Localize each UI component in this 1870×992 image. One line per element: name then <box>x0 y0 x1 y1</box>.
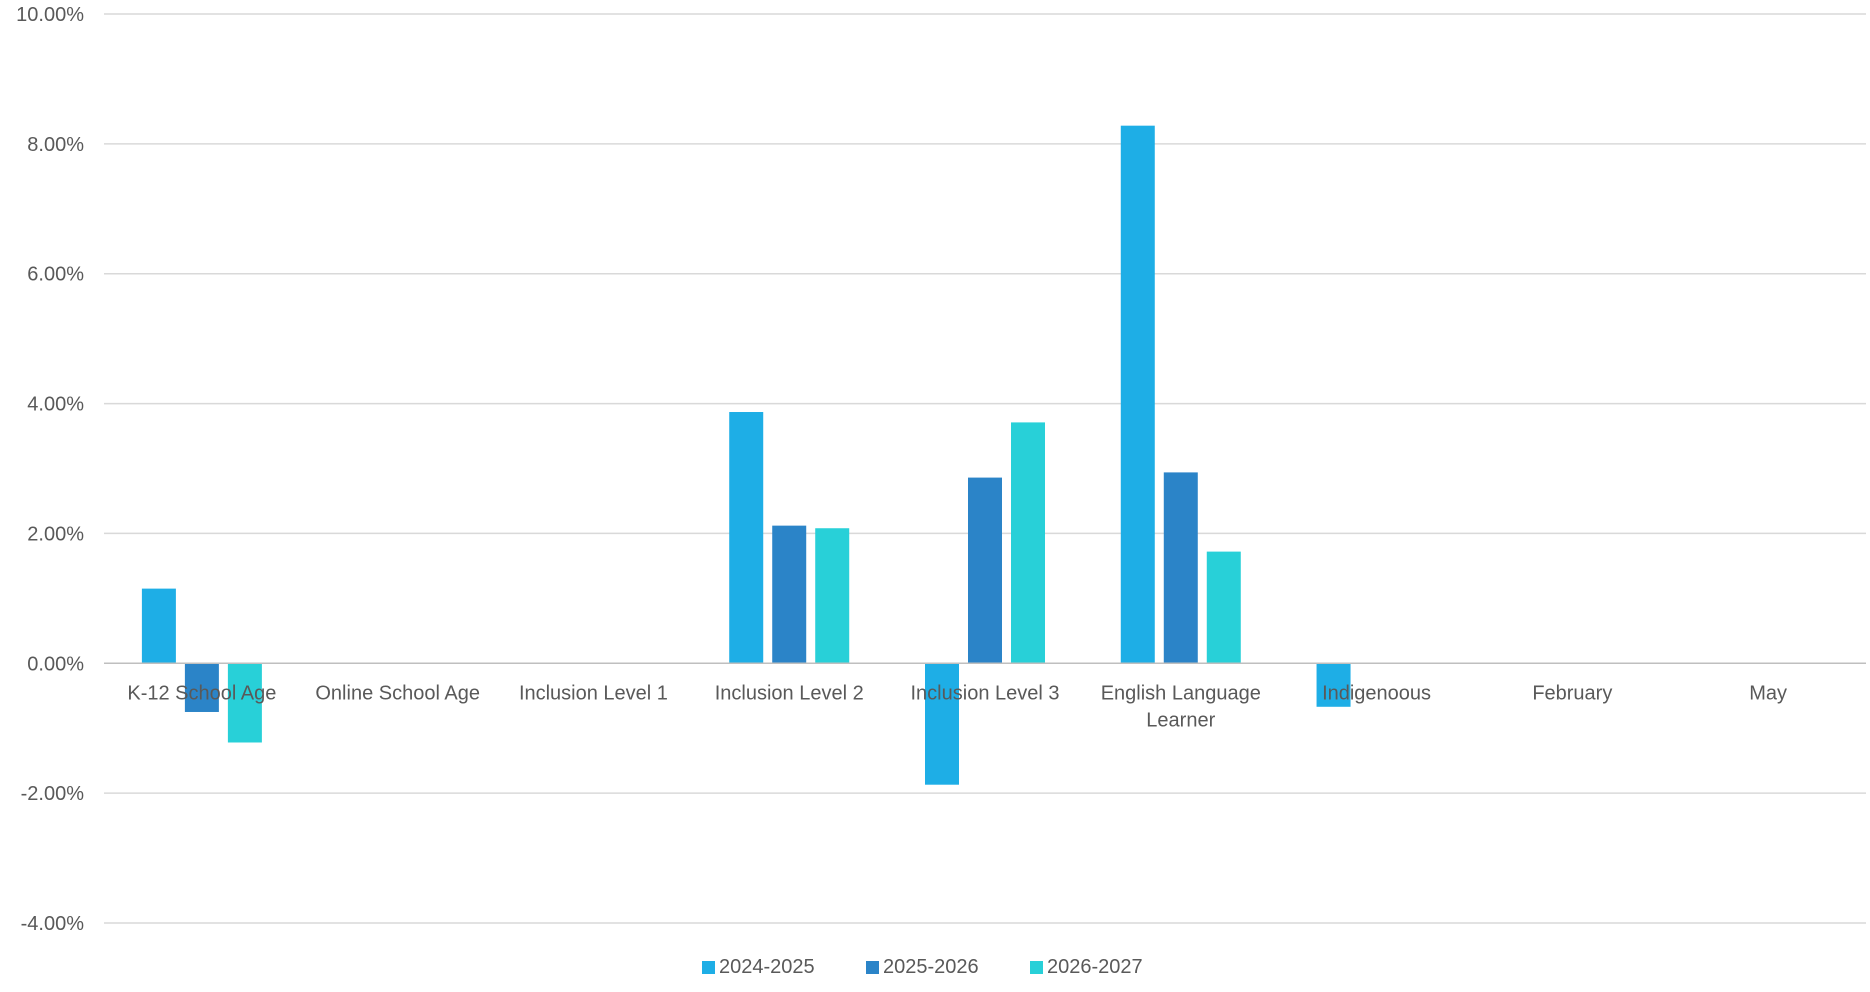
legend-swatch <box>1030 961 1043 974</box>
x-tick-label: Inclusion Level 1 <box>519 682 668 704</box>
legend-item: 2024-2025 <box>702 956 815 978</box>
bar <box>227 663 262 743</box>
x-tick-label: Indigenoous <box>1322 682 1431 704</box>
y-tick-label: -4.00% <box>21 913 85 935</box>
bar <box>1120 125 1155 664</box>
y-tick-label: 8.00% <box>27 134 84 156</box>
legend-swatch <box>702 961 715 974</box>
legend-swatch <box>866 961 879 974</box>
legend-item: 2026-2027 <box>1030 956 1143 978</box>
bar <box>925 663 959 785</box>
bar <box>968 477 1002 664</box>
x-tick-label: Inclusion Level 3 <box>911 682 1060 704</box>
x-tick-label: February <box>1532 682 1612 704</box>
legend-item: 2025-2026 <box>866 956 979 978</box>
tick-labels: -4.00% -2.00% 0.00% 2.00% 4.00% 6.00% 8.00% 10.… <box>16 4 1787 935</box>
bar <box>815 528 850 664</box>
bar <box>1206 551 1241 664</box>
y-tick-label: 0.00% <box>27 653 84 675</box>
bar <box>1011 422 1045 664</box>
y-tick-label: 6.00% <box>27 264 84 286</box>
bar <box>1163 472 1198 664</box>
y-tick-label: 10.00% <box>16 4 84 26</box>
bars <box>141 125 1351 785</box>
gridlines <box>104 13 1866 924</box>
x-tick-label: May <box>1749 682 1787 704</box>
legend: 2024-2025 2025-2026 2026-2027 <box>702 956 1143 978</box>
x-tick-label: Online School Age <box>315 682 480 704</box>
x-tick-label: Inclusion Level 2 <box>715 682 864 704</box>
y-tick-label: 4.00% <box>27 394 84 416</box>
bar <box>772 525 807 664</box>
bar <box>141 588 176 664</box>
x-tick-label: English Language Learner <box>1101 682 1261 731</box>
legend-label: 2024-2025 <box>719 956 815 978</box>
y-tick-label: 2.00% <box>27 523 84 545</box>
y-tick-label: -2.00% <box>21 783 85 805</box>
bar <box>729 412 764 664</box>
bar <box>184 663 219 712</box>
bar <box>1316 663 1351 707</box>
legend-label: 2025-2026 <box>883 956 979 978</box>
x-tick-label: K-12 School Age <box>127 682 276 704</box>
legend-label: 2026-2027 <box>1047 956 1143 978</box>
